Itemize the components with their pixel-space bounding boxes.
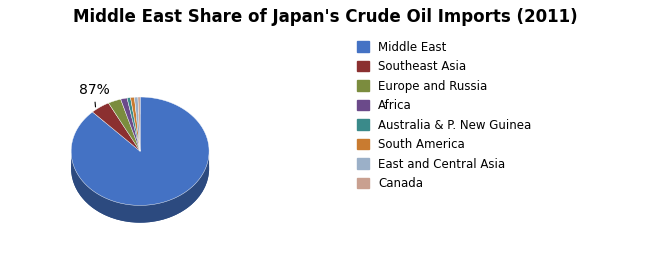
Polygon shape: [121, 98, 140, 151]
Text: 87%: 87%: [79, 83, 109, 107]
Polygon shape: [131, 97, 140, 151]
Text: Middle East Share of Japan's Crude Oil Imports (2011): Middle East Share of Japan's Crude Oil I…: [73, 8, 577, 26]
Polygon shape: [71, 153, 209, 223]
Polygon shape: [135, 97, 140, 151]
Legend: Middle East, Southeast Asia, Europe and Russia, Africa, Australia & P. New Guine: Middle East, Southeast Asia, Europe and …: [357, 41, 532, 190]
Polygon shape: [127, 97, 140, 151]
Polygon shape: [109, 99, 140, 151]
Ellipse shape: [71, 114, 209, 223]
Polygon shape: [138, 97, 140, 151]
Polygon shape: [71, 97, 209, 206]
Polygon shape: [92, 103, 140, 151]
